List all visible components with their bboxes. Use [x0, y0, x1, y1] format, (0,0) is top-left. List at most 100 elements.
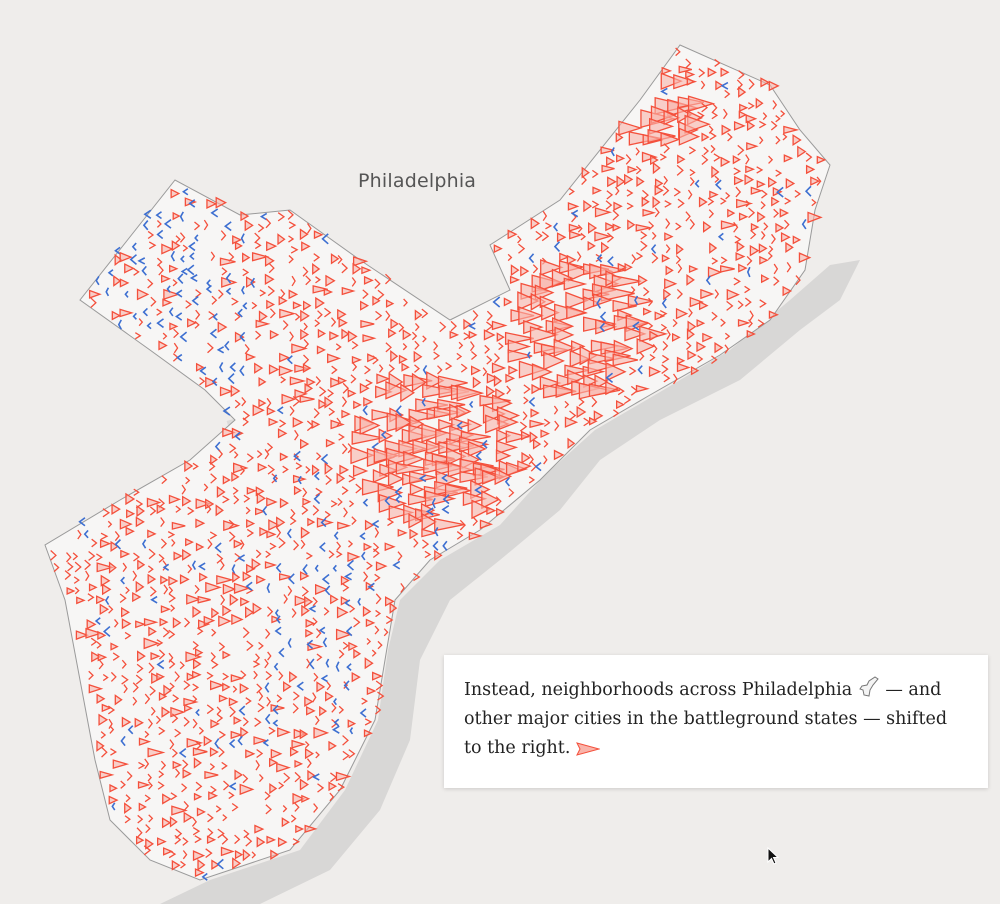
- right-shift-arrow: [780, 231, 791, 243]
- right-shift-arrow: [207, 538, 213, 550]
- right-shift-arrow: [206, 671, 214, 680]
- right-shift-arrow: [278, 295, 288, 306]
- mouse-cursor-icon: [767, 847, 780, 865]
- left-shift-arrow: [422, 364, 428, 375]
- right-shift-arrow: [252, 602, 262, 615]
- left-shift-arrow: [362, 498, 369, 507]
- right-shift-arrow: [252, 404, 265, 417]
- right-shift-arrow: [234, 849, 244, 860]
- right-shift-arrow: [702, 332, 714, 343]
- right-shift-arrow: [292, 838, 300, 846]
- right-shift-arrow: [110, 748, 118, 756]
- right-shift-arrow: [170, 188, 181, 199]
- right-shift-arrow: [100, 574, 111, 587]
- right-shift-arrow: [113, 275, 122, 287]
- right-shift-arrow: [768, 245, 774, 253]
- right-shift-arrow: [233, 539, 244, 549]
- right-shift-arrow: [445, 361, 453, 371]
- right-shift-arrow: [660, 72, 683, 90]
- left-shift-arrow: [95, 275, 100, 286]
- left-shift-arrow: [228, 782, 237, 791]
- right-shift-arrow: [276, 694, 283, 703]
- right-shift-arrow: [163, 584, 169, 595]
- right-shift-arrow: [305, 618, 316, 628]
- right-shift-arrow: [616, 175, 626, 188]
- right-shift-arrow: [377, 640, 383, 650]
- left-shift-arrow: [114, 539, 121, 550]
- right-shift-arrow: [242, 410, 251, 421]
- right-shift-arrow: [132, 682, 139, 693]
- right-shift-arrow: [685, 58, 692, 69]
- right-shift-arrow: [759, 136, 764, 145]
- right-shift-arrow: [352, 262, 362, 275]
- right-shift-arrow: [654, 207, 660, 218]
- right-shift-arrow: [148, 662, 155, 674]
- right-arrow-icon: [576, 742, 601, 756]
- right-shift-arrow: [158, 553, 165, 563]
- right-shift-arrow: [302, 363, 312, 373]
- right-shift-arrow: [746, 142, 759, 151]
- right-shift-arrow: [373, 448, 400, 464]
- right-shift-arrow: [661, 254, 671, 263]
- right-shift-arrow: [385, 273, 392, 285]
- right-shift-arrow: [75, 630, 90, 641]
- right-shift-arrow: [613, 201, 623, 211]
- right-shift-arrow: [254, 824, 265, 834]
- right-shift-arrow: [316, 653, 323, 662]
- right-shift-arrow: [301, 794, 311, 803]
- right-shift-arrow: [771, 233, 776, 245]
- right-shift-arrow: [199, 377, 206, 386]
- right-shift-arrow: [739, 103, 749, 112]
- right-shift-arrow: [338, 705, 345, 714]
- right-shift-arrow: [315, 751, 320, 759]
- right-shift-arrow: [471, 350, 478, 361]
- left-shift-arrow: [78, 517, 86, 527]
- right-shift-arrow: [744, 297, 752, 307]
- right-shift-arrow: [300, 309, 310, 323]
- right-shift-arrow: [289, 516, 297, 526]
- right-shift-arrow: [771, 196, 780, 207]
- left-shift-arrow: [394, 486, 403, 498]
- right-shift-arrow: [246, 640, 254, 652]
- left-shift-arrow: [714, 179, 722, 191]
- left-shift-arrow: [239, 331, 246, 342]
- right-shift-arrow: [313, 408, 320, 419]
- right-shift-arrow: [258, 310, 268, 323]
- right-shift-arrow: [211, 859, 220, 871]
- right-shift-arrow: [218, 730, 227, 740]
- right-shift-arrow: [662, 340, 669, 351]
- left-shift-arrow: [306, 639, 314, 650]
- right-shift-arrow: [147, 565, 154, 574]
- right-shift-arrow: [494, 467, 513, 486]
- right-shift-arrow: [293, 539, 300, 551]
- right-shift-arrow: [456, 352, 463, 361]
- right-shift-arrow: [133, 552, 140, 562]
- right-shift-arrow: [745, 200, 751, 208]
- right-shift-arrow: [132, 570, 138, 582]
- right-shift-arrow: [195, 542, 205, 552]
- right-shift-arrow: [162, 793, 172, 805]
- right-shift-arrow: [798, 252, 812, 264]
- right-shift-arrow: [231, 297, 239, 306]
- right-shift-arrow: [197, 627, 204, 636]
- right-shift-arrow: [108, 561, 117, 574]
- right-shift-arrow: [554, 420, 560, 431]
- right-shift-arrow: [421, 528, 439, 538]
- right-shift-arrow: [376, 373, 391, 385]
- right-shift-arrow: [229, 706, 236, 718]
- right-shift-arrow: [222, 814, 228, 822]
- right-shift-arrow: [600, 285, 635, 302]
- left-shift-arrow: [504, 477, 510, 487]
- right-shift-arrow: [294, 802, 300, 812]
- right-shift-arrow: [414, 309, 423, 321]
- right-shift-arrow: [243, 494, 251, 503]
- right-shift-arrow: [613, 339, 634, 358]
- right-shift-arrow: [221, 834, 229, 845]
- right-shift-arrow: [532, 438, 542, 450]
- right-shift-arrow: [288, 255, 294, 264]
- right-shift-arrow: [675, 255, 682, 265]
- right-shift-arrow: [87, 593, 95, 602]
- right-shift-arrow: [687, 189, 693, 200]
- right-shift-arrow: [173, 342, 179, 354]
- right-shift-arrow: [707, 67, 717, 78]
